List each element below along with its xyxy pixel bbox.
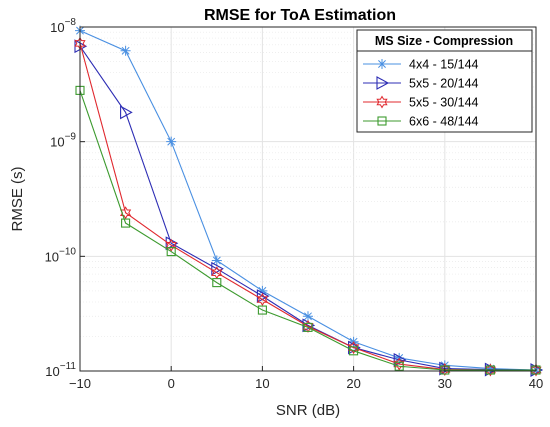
y-tick-exponent: −8: [65, 17, 77, 28]
legend-entry: 5x5 - 20/144: [363, 76, 479, 91]
y-tick-exponent: −9: [65, 132, 77, 143]
x-tick-label: 40: [529, 376, 543, 391]
legend-box: [356, 29, 533, 133]
legend-marker: [377, 116, 387, 126]
data-point: [349, 346, 359, 356]
x-tick-label: 10: [255, 376, 269, 391]
legend: MS Size - Compression 4x4 - 15/144 5x5 - …: [356, 29, 533, 133]
x-axis-ticks: −10 0 10 20 30 40: [69, 366, 543, 391]
data-point: [120, 45, 131, 56]
y-tick-base: 10: [45, 364, 59, 379]
data-point: [530, 363, 542, 377]
y-tick-base: 10: [50, 20, 64, 35]
legend-label: 5x5 - 20/144: [409, 77, 479, 91]
data-point: [121, 218, 131, 228]
data-point: [485, 363, 496, 374]
data-point: [393, 352, 407, 367]
data-point: [347, 341, 360, 355]
series-line: [79, 45, 537, 371]
data-point: [212, 278, 222, 288]
data-point: [394, 361, 404, 371]
y-tick-exponent: −10: [59, 246, 76, 257]
data-point: [303, 311, 313, 322]
legend-marker: [376, 95, 388, 109]
legend-label: 6x6 - 48/144: [409, 115, 479, 129]
y-tick-base: 10: [50, 135, 64, 150]
y-tick-base: 10: [45, 249, 59, 264]
legend-entry: 5x5 - 30/144: [363, 96, 479, 110]
legend-title: MS Size - Compression: [375, 34, 513, 48]
series-3: [75, 85, 541, 375]
data-point: [165, 238, 177, 252]
series-line: [79, 90, 536, 371]
legend-label: 5x5 - 30/144: [409, 96, 479, 110]
legend-marker: [377, 59, 387, 69]
y-tick-label: 10−11: [45, 361, 76, 379]
data-point: [257, 305, 267, 315]
y-tick-exponent: −11: [60, 361, 77, 372]
y-tick-label: 10−8: [50, 17, 76, 35]
chart-title: RMSE for ToA Estimation: [204, 7, 396, 24]
data-point: [393, 357, 405, 371]
plot-frame: [79, 26, 537, 372]
x-axis-label: SNR (dB): [276, 402, 340, 419]
legend-label: 4x4 - 15/144: [409, 58, 479, 72]
data-point: [303, 322, 313, 332]
data-point: [211, 255, 222, 266]
data-point: [256, 293, 269, 307]
x-tick-label: 30: [438, 376, 452, 391]
data-point: [166, 247, 176, 257]
data-point: [257, 285, 268, 296]
x-tick-label: −10: [69, 376, 91, 391]
data-point: [439, 363, 451, 377]
x-tick-label: 20: [346, 376, 360, 391]
data-point: [485, 365, 495, 375]
data-point: [211, 261, 224, 276]
series-layer: [74, 25, 544, 377]
legend-marker: [376, 76, 390, 90]
legend-entry: 6x6 - 48/144: [363, 115, 479, 129]
data-point: [166, 136, 177, 147]
legend-entry: 4x4 - 15/144: [363, 58, 479, 72]
y-tick-label: 10−10: [45, 246, 77, 264]
y-axis-label: RMSE (s): [9, 167, 26, 232]
x-tick-label: 0: [168, 376, 175, 391]
data-point: [484, 363, 497, 377]
y-tick-label: 10−9: [50, 132, 76, 150]
data-point: [120, 105, 133, 120]
